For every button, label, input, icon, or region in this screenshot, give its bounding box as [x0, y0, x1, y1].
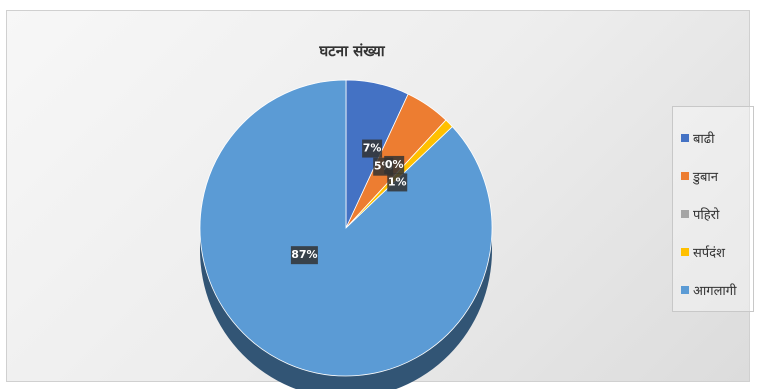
data-label: 0%	[384, 155, 405, 174]
legend: बाढी डुबान पहिरो सर्पदंश आगलागी	[672, 106, 754, 312]
legend-item: आगलागी	[681, 281, 736, 299]
data-label: 1%	[387, 173, 408, 192]
svg-text:87%: 87%	[291, 248, 317, 261]
legend-item: पहिरो	[681, 205, 719, 223]
svg-text:1%: 1%	[388, 175, 407, 188]
pie-slice	[199, 79, 493, 377]
legend-item: सर्पदंश	[681, 243, 725, 261]
data-label: 87%	[290, 246, 318, 265]
legend-label: पहिरो	[693, 208, 720, 223]
legend-swatch	[681, 172, 689, 180]
svg-text:0%: 0%	[385, 158, 404, 171]
pie-data-labels: 7%5%0%1%87%	[290, 139, 408, 265]
legend-swatch	[681, 134, 689, 142]
pie-slices	[199, 79, 493, 377]
legend-swatch	[681, 210, 689, 218]
legend-swatch	[681, 248, 689, 256]
legend-item: बाढी	[681, 129, 714, 147]
legend-label: आगलागी	[693, 284, 737, 299]
chart-title: घटना संख्या	[319, 42, 385, 60]
data-label: 7%	[362, 139, 383, 158]
svg-text:7%: 7%	[363, 142, 382, 155]
legend-swatch	[681, 286, 689, 294]
legend-label: डुबान	[693, 170, 718, 185]
legend-label: सर्पदंश	[693, 246, 725, 261]
legend-label: बाढी	[693, 132, 715, 147]
legend-item: डुबान	[681, 167, 718, 185]
